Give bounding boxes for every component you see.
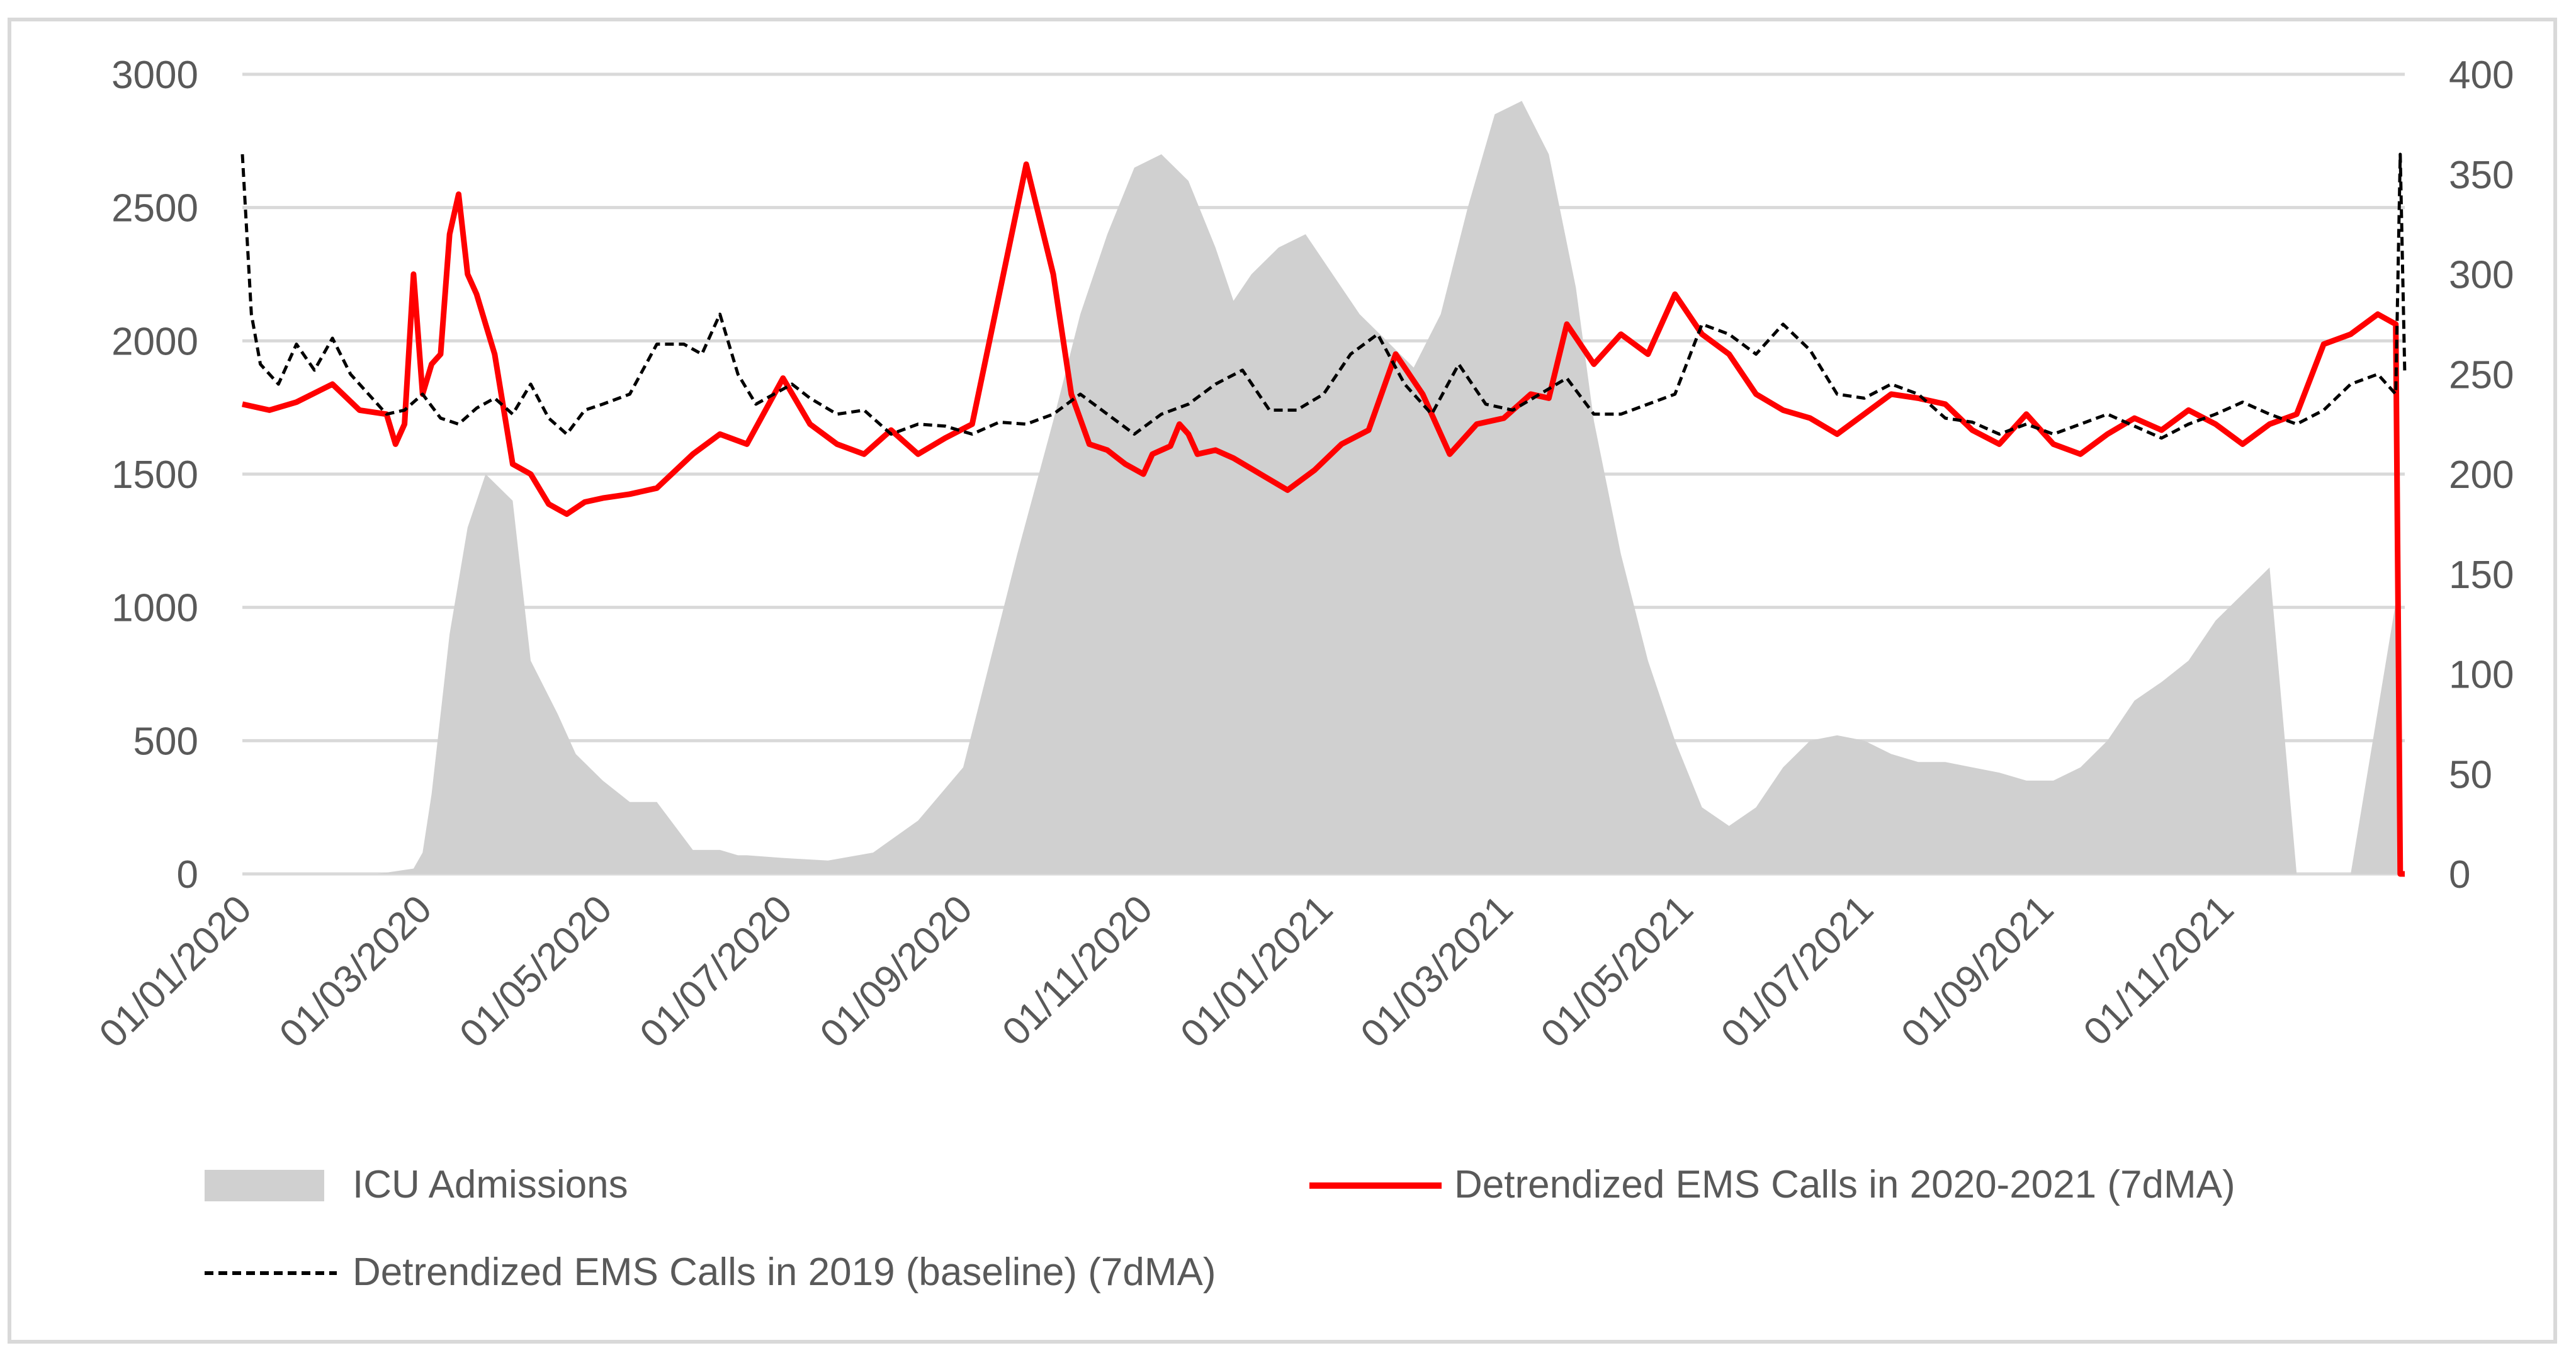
x-tick-label: 01/11/2020 [994, 887, 1161, 1054]
ems-lines-layer [240, 152, 2407, 877]
x-tick-label: 01/09/2020 [812, 887, 981, 1056]
left-axis-ticks: 0 500 1000 1500 2000 2500 3000 [111, 54, 198, 897]
x-tick-label: 01/03/2021 [1352, 887, 1521, 1056]
x-tick-label: 01/03/2020 [271, 887, 440, 1056]
right-axis-ticks: 0 50 100 150 200 250 300 350 400 [2449, 54, 2514, 897]
left-tick-label: 1000 [111, 587, 198, 630]
legend-label-ems2019: Detrendized EMS Calls in 2019 (baseline)… [353, 1250, 1216, 1294]
x-tick-label: 01/05/2020 [451, 887, 620, 1056]
right-tick-label: 350 [2449, 154, 2514, 197]
left-tick-label: 3000 [111, 54, 198, 97]
x-tick-label: 01/07/2021 [1713, 887, 1882, 1056]
left-tick-label: 1500 [111, 453, 198, 497]
right-tick-label: 400 [2449, 54, 2514, 97]
right-tick-label: 250 [2449, 353, 2514, 397]
left-tick-label: 2000 [111, 320, 198, 363]
ems-2019-baseline-line [240, 152, 2407, 440]
x-tick-label: 01/11/2021 [2076, 887, 2242, 1054]
icu-area-layer [242, 101, 2400, 874]
left-tick-label: 500 [133, 720, 198, 763]
right-tick-label: 0 [2449, 853, 2470, 897]
right-tick-label: 50 [2449, 753, 2492, 796]
right-tick-label: 100 [2449, 654, 2514, 697]
right-tick-label: 150 [2449, 553, 2514, 597]
icu-admissions-area [242, 101, 2400, 874]
x-tick-label: 01/01/2020 [91, 887, 260, 1056]
legend-label-icu: ICU Admissions [353, 1163, 628, 1206]
x-tick-label: 01/01/2021 [1172, 887, 1341, 1056]
x-axis-ticks: 01/01/2020 01/03/2020 01/05/2020 01/07/2020… [91, 887, 2242, 1056]
right-tick-label: 300 [2449, 254, 2514, 297]
x-tick-label: 01/05/2021 [1533, 887, 1702, 1056]
legend-label-ems2020: Detrendized EMS Calls in 2020-2021 (7dMA… [1454, 1163, 2235, 1206]
legend-swatch-icu [205, 1170, 324, 1201]
ems-2020-2021-line [242, 161, 2405, 877]
left-tick-label: 0 [177, 853, 198, 897]
x-tick-label: 01/07/2020 [631, 887, 800, 1056]
x-tick-label: 01/09/2021 [1893, 887, 2062, 1056]
left-tick-label: 2500 [111, 187, 198, 230]
right-tick-label: 200 [2449, 453, 2514, 497]
legend: ICU Admissions Detrendized EMS Calls in … [205, 1163, 2235, 1294]
